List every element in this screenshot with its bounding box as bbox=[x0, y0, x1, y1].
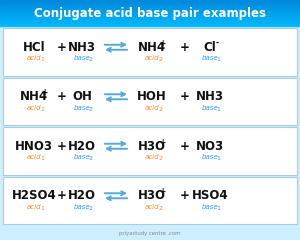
Bar bbox=[0, 21, 300, 22]
Text: 2: 2 bbox=[158, 156, 163, 161]
Text: acid: acid bbox=[27, 105, 41, 111]
Bar bbox=[0, 15, 300, 16]
Bar bbox=[0, 13, 300, 14]
Text: +: + bbox=[180, 41, 190, 54]
Text: 1: 1 bbox=[217, 156, 220, 161]
Text: Conjugate acid base pair examples: Conjugate acid base pair examples bbox=[34, 6, 266, 19]
Text: +: + bbox=[180, 90, 190, 103]
Text: NH3: NH3 bbox=[196, 90, 224, 103]
Text: 2: 2 bbox=[88, 156, 92, 161]
Text: base: base bbox=[202, 105, 218, 111]
Text: base: base bbox=[74, 154, 90, 160]
Bar bbox=[0, 14, 300, 15]
Text: base: base bbox=[74, 55, 90, 61]
Text: +: + bbox=[180, 140, 190, 153]
Text: 1: 1 bbox=[217, 206, 220, 211]
Bar bbox=[0, 23, 300, 24]
Text: acid: acid bbox=[27, 55, 41, 61]
Text: -: - bbox=[215, 39, 219, 48]
Text: priyastudy centre .com: priyastudy centre .com bbox=[119, 231, 181, 236]
Bar bbox=[0, 22, 300, 23]
Bar bbox=[0, 2, 300, 3]
Text: +: + bbox=[41, 88, 47, 97]
Text: HCl: HCl bbox=[23, 41, 45, 54]
Text: -: - bbox=[218, 138, 221, 147]
Text: acid: acid bbox=[27, 154, 41, 160]
Bar bbox=[0, 18, 300, 19]
Bar bbox=[0, 25, 300, 26]
Text: OH: OH bbox=[72, 90, 92, 103]
Text: -: - bbox=[88, 88, 91, 97]
Text: +: + bbox=[57, 189, 67, 202]
Text: acid: acid bbox=[145, 55, 159, 61]
Text: Cl: Cl bbox=[204, 41, 216, 54]
Bar bbox=[0, 6, 300, 7]
Bar bbox=[0, 9, 300, 10]
Text: +: + bbox=[159, 187, 165, 196]
Text: H2O: H2O bbox=[68, 189, 96, 202]
Bar bbox=[3, 78, 297, 125]
Text: HSO4: HSO4 bbox=[192, 189, 228, 202]
Bar bbox=[0, 1, 300, 2]
Bar bbox=[0, 24, 300, 25]
Text: NH4: NH4 bbox=[20, 90, 48, 103]
Bar bbox=[0, 20, 300, 21]
Text: base: base bbox=[202, 55, 218, 61]
Text: 2: 2 bbox=[158, 107, 163, 112]
Text: acid: acid bbox=[27, 204, 41, 210]
Bar bbox=[0, 10, 300, 11]
Text: base: base bbox=[202, 204, 218, 210]
Text: base: base bbox=[74, 105, 90, 111]
Text: acid: acid bbox=[145, 204, 159, 210]
Text: 2: 2 bbox=[158, 57, 163, 62]
Text: 2: 2 bbox=[88, 206, 92, 211]
Bar bbox=[0, 4, 300, 5]
Text: 1: 1 bbox=[217, 57, 220, 62]
Text: base: base bbox=[74, 204, 90, 210]
Text: NO3: NO3 bbox=[196, 140, 224, 153]
Text: NH3: NH3 bbox=[68, 41, 96, 54]
Text: base: base bbox=[202, 154, 218, 160]
Text: acid: acid bbox=[145, 154, 159, 160]
Bar bbox=[0, 0, 300, 1]
Text: +: + bbox=[57, 90, 67, 103]
Text: H2O: H2O bbox=[68, 140, 96, 153]
Text: 1: 1 bbox=[40, 206, 44, 211]
Text: 2: 2 bbox=[88, 57, 92, 62]
Bar bbox=[0, 7, 300, 8]
Bar bbox=[0, 19, 300, 20]
Bar bbox=[0, 11, 300, 12]
Text: H3O: H3O bbox=[138, 189, 166, 202]
Text: 1: 1 bbox=[40, 107, 44, 112]
Text: HOH: HOH bbox=[137, 90, 167, 103]
Text: 1: 1 bbox=[40, 156, 44, 161]
Text: HNO3: HNO3 bbox=[15, 140, 53, 153]
Text: acid: acid bbox=[145, 105, 159, 111]
Text: +: + bbox=[180, 189, 190, 202]
Bar bbox=[0, 3, 300, 4]
Bar bbox=[0, 12, 300, 13]
Bar bbox=[0, 8, 300, 9]
Text: 1: 1 bbox=[40, 57, 44, 62]
Text: -: - bbox=[221, 187, 224, 196]
Bar bbox=[3, 127, 297, 174]
Text: H3O: H3O bbox=[138, 140, 166, 153]
Text: H2SO4: H2SO4 bbox=[12, 189, 56, 202]
Text: +: + bbox=[159, 39, 165, 48]
Bar bbox=[3, 28, 297, 76]
Text: 1: 1 bbox=[217, 107, 220, 112]
Bar bbox=[0, 5, 300, 6]
Bar bbox=[0, 16, 300, 17]
Text: +: + bbox=[159, 138, 165, 147]
Text: +: + bbox=[57, 140, 67, 153]
Text: 2: 2 bbox=[88, 107, 92, 112]
Bar bbox=[3, 176, 297, 224]
Bar bbox=[0, 17, 300, 18]
Text: +: + bbox=[57, 41, 67, 54]
Text: NH4: NH4 bbox=[138, 41, 166, 54]
Text: 2: 2 bbox=[158, 206, 163, 211]
